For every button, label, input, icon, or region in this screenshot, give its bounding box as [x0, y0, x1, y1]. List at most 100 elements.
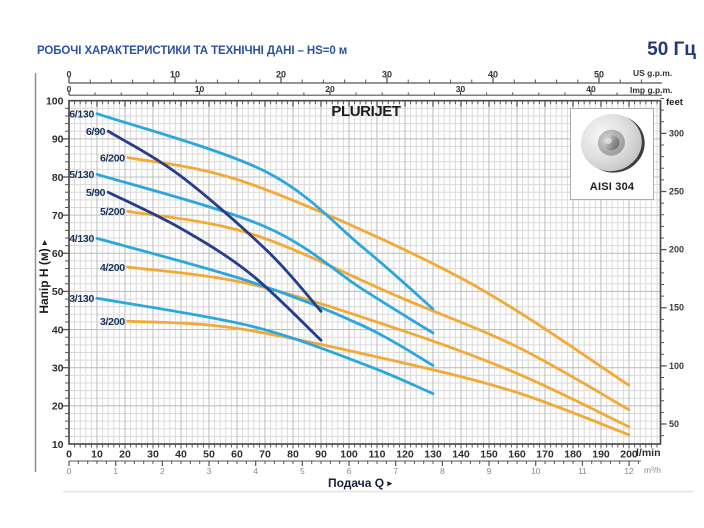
lmin-tick-label: 170 — [536, 449, 554, 461]
curve-6-130 — [95, 112, 435, 311]
head-m-tick-label: 10 — [52, 439, 64, 451]
lmin-tick-label: 90 — [315, 449, 327, 461]
frequency-label: 50 Гц — [647, 39, 696, 60]
head-m-tick-label: 50 — [52, 286, 64, 298]
us-gpm-tick-label: 50 — [594, 70, 604, 80]
m3h-tick-label: 2 — [160, 466, 165, 476]
lmin-tick-label: 110 — [369, 449, 386, 461]
curve-label-3-200: 3/200 — [100, 316, 125, 328]
imp-gpm-tick-label: 0 — [67, 84, 72, 94]
curve-label-5-130: 5/130 — [69, 169, 94, 181]
lmin-tick-label: 70 — [259, 449, 271, 461]
impeller-material-label: AISI 304 — [589, 181, 635, 193]
us-gpm-tick-label: 40 — [488, 70, 498, 80]
curve-6-200 — [126, 156, 631, 387]
chart-series-family-title: PLURIJET — [331, 103, 401, 120]
us-gpm-tick-label: 10 — [170, 70, 180, 80]
head-m-tick-label: 100 — [46, 96, 64, 108]
feet-tick-label: 250 — [669, 186, 684, 196]
feet-tick-labels: 300 250 200 150 100 50 — [669, 128, 684, 429]
lmin-tick-label: 120 — [396, 449, 414, 461]
m3h-tick-label: 8 — [440, 466, 445, 476]
m3h-ruler: 0 1 2 3 4 5 6 7 8 9 10 11 12 — [67, 460, 641, 476]
curve-6-90 — [106, 129, 323, 313]
imp-gpm-tick-label: 30 — [456, 84, 466, 94]
lmin-tick-label: 100 — [340, 449, 358, 461]
feet-tick-label: 200 — [669, 245, 684, 255]
lmin-tick-label: 150 — [480, 449, 498, 461]
m3h-tick-label: 6 — [347, 466, 352, 476]
curve-4-200 — [126, 265, 631, 429]
m3h-tick-label: 5 — [300, 466, 305, 476]
lmin-tick-label: 130 — [424, 449, 442, 461]
m3h-tick-label: 1 — [113, 466, 118, 476]
head-m-tick-label: 80 — [52, 172, 64, 184]
grid-minor — [69, 100, 661, 444]
lmin-tick-label: 50 — [203, 449, 215, 461]
feet-tick-label: 50 — [669, 419, 679, 429]
lmin-tick-label: 0 — [66, 449, 72, 461]
curve-label-6-90: 6/90 — [86, 126, 106, 138]
imp-gpm-axis-unit: Imp g.p.m. — [630, 85, 673, 95]
y-axis-arrow-icon: ▸ — [39, 240, 49, 245]
curve-label-5-90: 5/90 — [86, 187, 106, 199]
m3h-tick-label: 9 — [487, 466, 492, 476]
curve-labels: 6/130 6/90 6/200 5/130 5/90 5/200 4/130 4/200 3/… — [69, 108, 125, 328]
curve-5-90 — [106, 190, 323, 342]
curve-label-3-130: 3/130 — [69, 293, 94, 305]
head-tick-labels: 100 90 80 70 60 50 40 30 20 10 — [46, 96, 64, 451]
feet-tick-label: 300 — [669, 128, 684, 138]
curve-3-130 — [95, 296, 435, 395]
head-m-tick-label: 30 — [52, 363, 64, 375]
m3h-tick-label: 0 — [67, 466, 72, 476]
us-gpm-axis-unit: US g.p.m. — [633, 68, 673, 78]
right-feet-ticks — [660, 97, 667, 437]
imp-gpm-tick-label: 10 — [195, 84, 205, 94]
y-axis-title-text: Напір H (м) — [37, 248, 51, 314]
impeller-material-box: AISI 304 — [570, 108, 654, 200]
m3h-tick-label: 10 — [531, 466, 541, 476]
us-gpm-ruler: 0 10 20 30 40 50 — [66, 70, 662, 84]
head-m-tick-label: 20 — [52, 401, 64, 413]
x-axis-arrow-icon: ▸ — [387, 478, 392, 488]
lmin-tick-label: 180 — [564, 449, 582, 461]
lmin-tick-label: 200 — [620, 449, 638, 461]
page-rules — [34, 73, 693, 493]
m3h-tick-label: 7 — [393, 466, 398, 476]
pump-curves — [95, 112, 631, 437]
head-m-tick-label: 60 — [52, 248, 64, 260]
lmin-tick-label: 160 — [508, 449, 526, 461]
plot-border — [68, 99, 662, 445]
m3h-tick-label: 12 — [624, 466, 634, 476]
page-title: РОБОЧІ ХАРАКТЕРИСТИКИ ТА ТЕХНІЧНІ ДАНІ –… — [37, 45, 348, 57]
m3h-tick-label: 11 — [578, 466, 587, 476]
lmin-tick-label: 40 — [175, 449, 187, 461]
curve-3-200 — [126, 319, 631, 437]
curve-label-6-200: 6/200 — [100, 152, 125, 164]
y-axis-title: Напір H (м) ▸ — [37, 240, 51, 313]
lmin-tick-label: 190 — [592, 449, 610, 461]
head-m-tick-label: 70 — [52, 210, 64, 222]
curve-label-5-200: 5/200 — [100, 206, 125, 218]
lmin-tick-label: 20 — [119, 449, 131, 461]
curve-5-130 — [95, 172, 435, 335]
feet-axis-unit: feet — [666, 97, 683, 108]
lmin-tick-label: 60 — [231, 449, 243, 461]
head-m-tick-label: 40 — [52, 324, 64, 336]
us-gpm-tick-label: 30 — [382, 70, 392, 80]
feet-tick-label: 150 — [669, 303, 684, 313]
imp-gpm-ruler: 0 10 20 30 40 — [67, 84, 662, 96]
x-axis-title: Подача Q ▸ — [280, 476, 440, 490]
m3h-tick-label: 4 — [253, 466, 258, 476]
curve-label-6-130: 6/130 — [69, 108, 94, 120]
imp-gpm-tick-label: 40 — [586, 84, 596, 94]
lmin-tick-label: 10 — [91, 449, 103, 461]
us-gpm-tick-label: 20 — [276, 70, 286, 80]
feet-tick-label: 100 — [669, 361, 684, 371]
lmin-tick-label: 140 — [452, 449, 470, 461]
head-m-tick-label: 90 — [52, 134, 64, 146]
lmin-tick-label: 30 — [147, 449, 159, 461]
x-axis-title-text: Подача Q — [328, 476, 385, 490]
